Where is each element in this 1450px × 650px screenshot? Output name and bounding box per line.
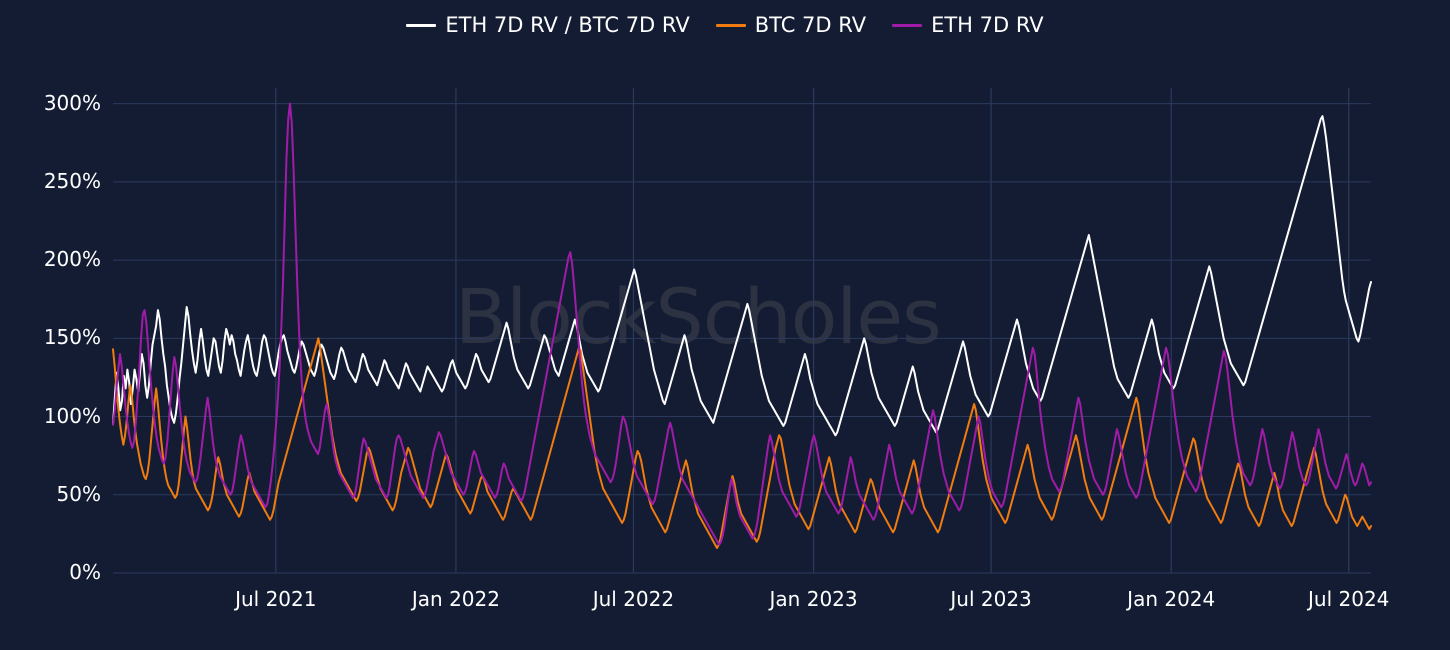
y-tick-label: 200% [43, 247, 101, 272]
legend-label-btc: BTC 7D RV [754, 13, 867, 37]
legend-label-eth: ETH 7D RV [931, 13, 1044, 37]
x-tick-label: Jul 2023 [950, 587, 1032, 611]
series-line-eth [112, 102, 1372, 546]
legend-swatch-eth [892, 23, 923, 27]
legend-label-ratio: ETH 7D RV / BTC 7D RV [445, 13, 690, 37]
x-tick-label: Jul 2024 [1308, 587, 1390, 611]
x-tick-label: Jul 2021 [235, 587, 317, 611]
x-tick-label: Jan 2022 [411, 587, 500, 611]
x-tick-label: Jan 2024 [1127, 587, 1216, 611]
legend-item-ratio[interactable]: ETH 7D RV / BTC 7D RV [406, 13, 690, 37]
chart-legend: ETH 7D RV / BTC 7D RV BTC 7D RV ETH 7D R… [0, 14, 1450, 36]
grid-layer [113, 88, 1371, 574]
y-tick-label: 50% [56, 481, 101, 506]
legend-swatch-ratio [406, 23, 437, 27]
legend-item-btc[interactable]: BTC 7D RV [715, 13, 867, 37]
y-tick-label: 300% [43, 90, 101, 115]
watermark-blockscholes: BlockScholes [455, 272, 942, 361]
y-tick-label: 0% [69, 560, 101, 584]
x-tick-label: Jul 2022 [592, 587, 675, 611]
series-line-btc [112, 337, 1372, 549]
y-tick-label: 250% [43, 168, 101, 193]
y-tick-label: 100% [43, 403, 101, 428]
legend-swatch-btc [715, 23, 746, 27]
x-tick-label: Jan 2023 [769, 587, 858, 611]
legend-item-eth[interactable]: ETH 7D RV [892, 14, 1044, 36]
series-layer [112, 102, 1372, 549]
series-line-ratio [112, 115, 1372, 437]
y-tick-label: 150% [43, 325, 101, 350]
